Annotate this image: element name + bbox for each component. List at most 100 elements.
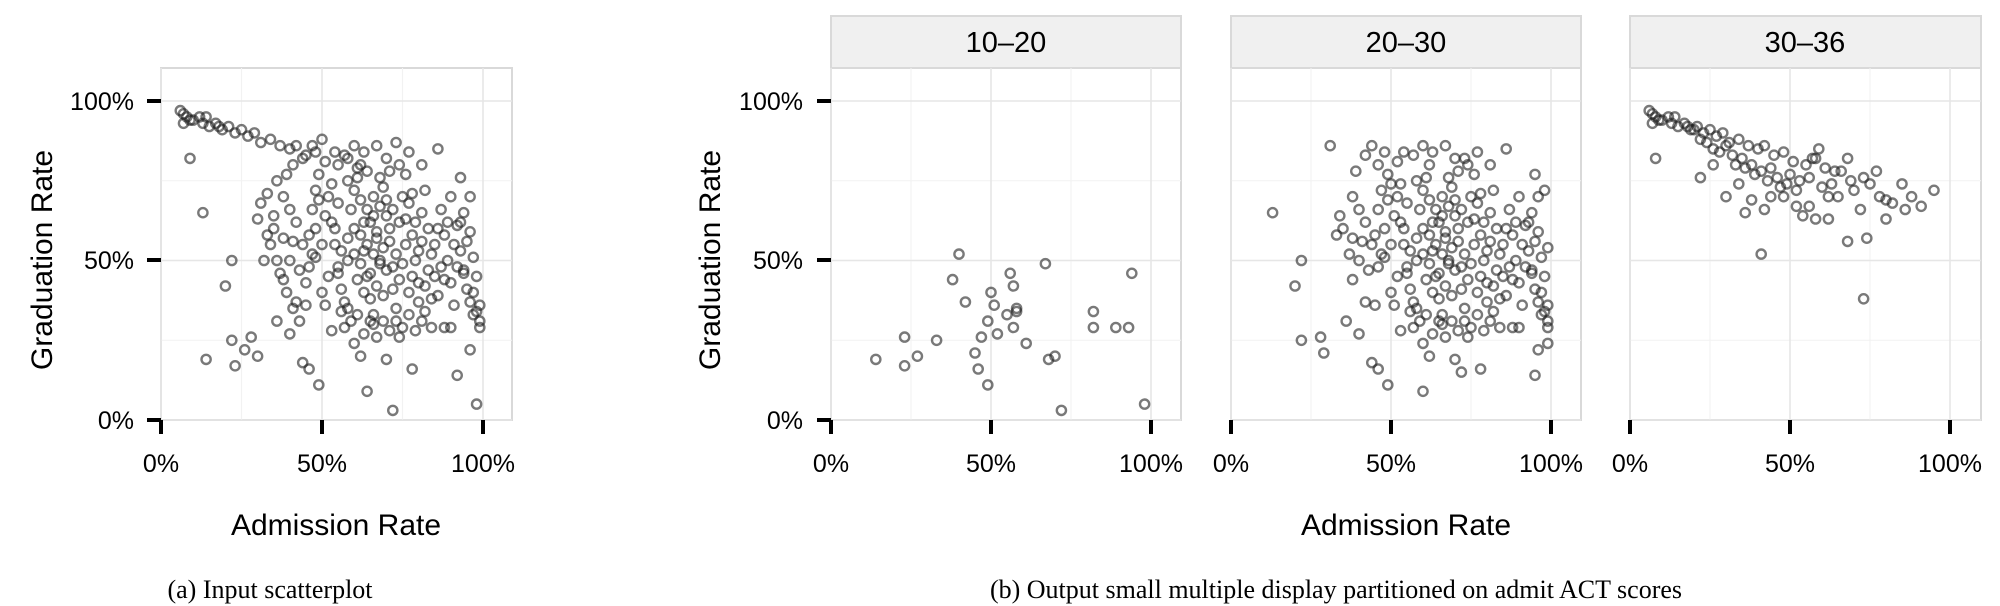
scatter-point (1398, 238, 1410, 251)
scatter-point (1404, 283, 1416, 296)
scatter-point (390, 315, 402, 327)
scatter-point (1484, 315, 1496, 327)
scatter-point (406, 229, 419, 241)
scatter-point (454, 171, 467, 184)
scatter-point (432, 222, 444, 235)
scatter-point (1500, 222, 1512, 235)
x-tick-label: 0% (143, 450, 179, 478)
scatter-point (383, 165, 396, 177)
scatter-point (1417, 222, 1429, 235)
scatter-point (1704, 123, 1716, 136)
scatter-point (338, 321, 351, 334)
scatter-point (1439, 139, 1452, 152)
facet-panel (1629, 67, 1982, 421)
scatter-point (1720, 190, 1732, 203)
scatter-point (1745, 158, 1758, 171)
scatter-point (1803, 171, 1815, 184)
facet-label: 10–20 (966, 27, 1047, 59)
scatter-point (467, 251, 480, 264)
x-tick-label: 0% (813, 450, 849, 478)
scatter-point (348, 139, 361, 152)
scatter-point (1369, 229, 1381, 241)
scatter-point (1423, 194, 1436, 206)
scatter-point (1462, 331, 1474, 343)
scatter-point (1532, 225, 1544, 238)
scatter-point (1471, 308, 1484, 321)
scatter-point (1678, 117, 1691, 130)
scatter-point (1484, 206, 1496, 219)
scatter-point (341, 232, 354, 244)
scatter-point (1433, 315, 1445, 327)
scatter-point (1372, 363, 1384, 375)
scatter-point (277, 190, 290, 203)
scatter-point (1484, 235, 1496, 248)
scatter-point (261, 229, 274, 241)
scatter-point (1391, 270, 1404, 283)
scatter-point (1516, 238, 1528, 251)
scatter-point (1535, 251, 1548, 264)
scatter-point (251, 350, 264, 363)
scatter-point (1295, 254, 1308, 267)
scatter-point (312, 379, 325, 391)
x-tick-label: 0% (1213, 450, 1249, 478)
scatter-point (303, 363, 315, 375)
scatter-point (380, 353, 393, 366)
scatter-point (1455, 283, 1468, 296)
scatter-point (348, 248, 361, 260)
scatter-point (972, 363, 985, 375)
scatter-point (306, 139, 319, 152)
scatter-point (364, 292, 377, 305)
scatter-point (1768, 149, 1780, 161)
scatter-point (1797, 209, 1809, 222)
scatter-point (399, 213, 412, 225)
scatter-point (361, 165, 373, 177)
scatter-point (271, 315, 283, 327)
scatter-point (1004, 267, 1017, 280)
scatter-point (1542, 241, 1554, 254)
scatter-point (1643, 104, 1655, 117)
scatter-point (1462, 158, 1474, 171)
scatter-point (1474, 270, 1487, 283)
scatter-point (329, 238, 341, 251)
scatter-point (332, 158, 344, 171)
scatter-point (419, 280, 431, 292)
scatter-point (1382, 194, 1394, 206)
scatter-point (1529, 168, 1541, 181)
scatter-point (1446, 241, 1458, 254)
scatter-point (1007, 280, 1020, 292)
scatter-point (1430, 203, 1442, 216)
scatter-point (1417, 139, 1429, 152)
scatter-point (1468, 213, 1480, 225)
scatter-point (229, 359, 241, 372)
scatter-point (306, 248, 319, 260)
scatter-point (316, 286, 328, 299)
scatter-point (1813, 143, 1825, 155)
scatter-point (406, 363, 419, 375)
scatter-point (396, 190, 409, 203)
scatter-point (1510, 254, 1522, 267)
input-scatterplot: 100% 50% 0% Graduation Rate 0% 50% 100% … (26, 67, 515, 604)
scatter-point (341, 254, 354, 267)
scatter-point (448, 238, 460, 251)
x-tick-label: 100% (1918, 450, 1982, 478)
scatter-point (422, 264, 435, 276)
scatter-point (1439, 225, 1452, 238)
scatter-point (1378, 222, 1391, 235)
scatter-point (1417, 184, 1429, 197)
scatter-point (377, 289, 390, 302)
scatter-point (1420, 171, 1432, 184)
scatter-point (1832, 190, 1844, 203)
scatter-point (1861, 232, 1873, 244)
scatter-point (383, 222, 396, 235)
scatter-point (403, 146, 415, 158)
scatter-point (370, 331, 383, 343)
scatter-point (1458, 248, 1471, 260)
scatter-point (1519, 219, 1532, 232)
scatter-point (467, 308, 480, 321)
facet-panel (830, 67, 1182, 421)
scatter-point (1423, 257, 1436, 270)
scatter-point (254, 197, 267, 209)
scatter-point (1793, 174, 1806, 187)
scatter-point (1458, 315, 1471, 327)
scatter-point (380, 152, 393, 165)
